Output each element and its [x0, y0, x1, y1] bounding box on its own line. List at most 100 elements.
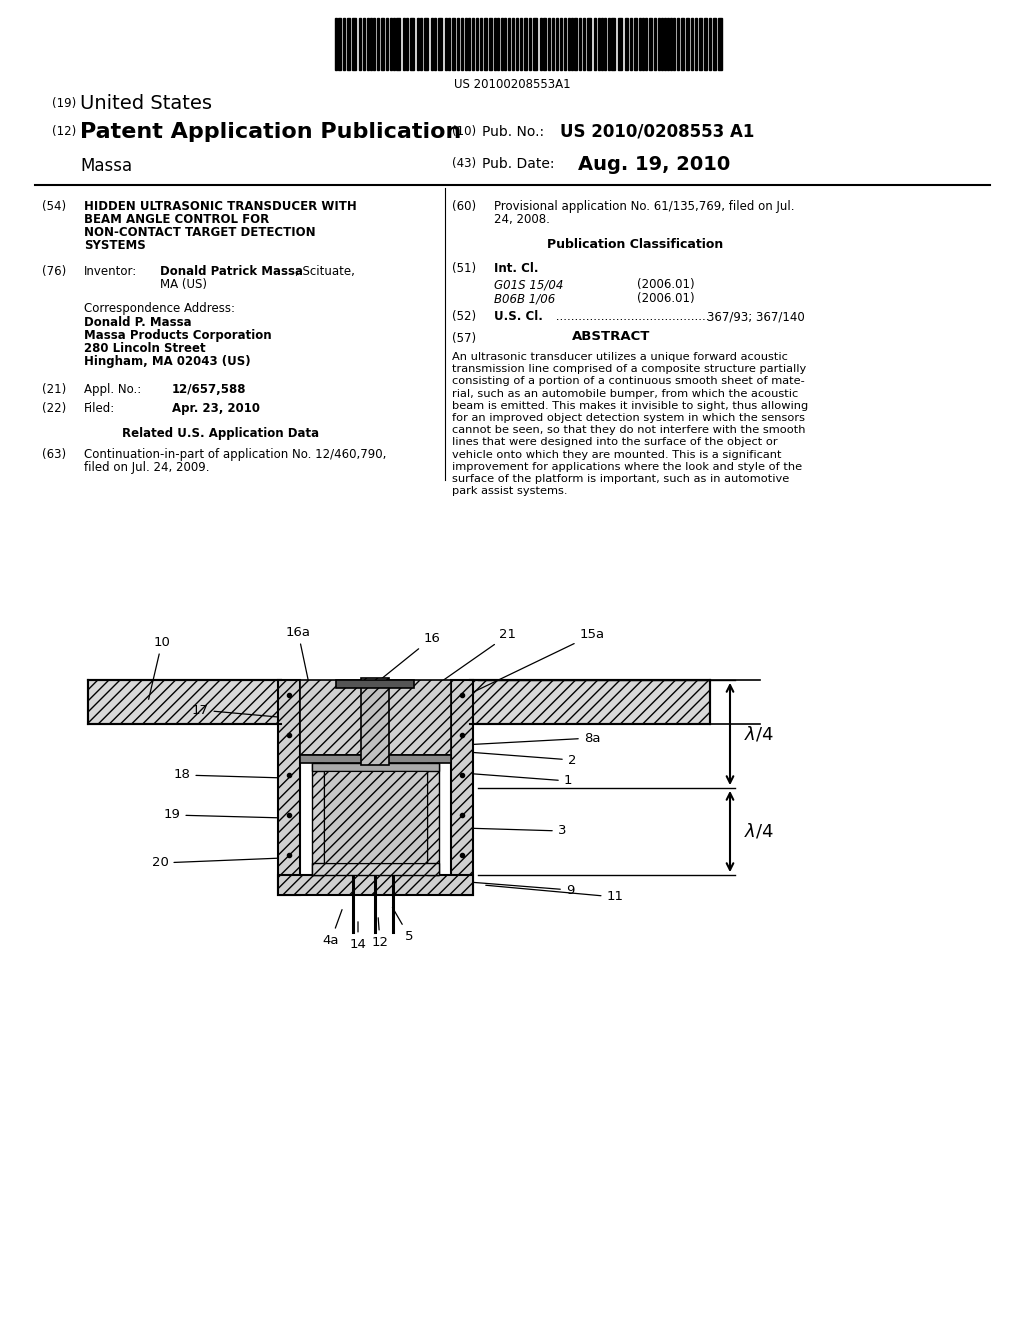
Text: (51): (51): [452, 261, 476, 275]
Bar: [278, 680, 300, 895]
Text: 15a: 15a: [464, 628, 604, 697]
Text: rial, such as an automobile bumper, from which the acoustic: rial, such as an automobile bumper, from…: [452, 388, 799, 399]
Bar: [494, 18, 496, 70]
Text: (2006.01): (2006.01): [637, 292, 694, 305]
Text: consisting of a portion of a continuous smooth sheet of mate-: consisting of a portion of a continuous …: [452, 376, 805, 387]
Bar: [370, 18, 372, 70]
Text: Correspondence Address:: Correspondence Address:: [84, 302, 234, 315]
Bar: [579, 18, 581, 70]
Bar: [604, 18, 606, 70]
Bar: [564, 18, 566, 70]
Bar: [625, 18, 628, 70]
Text: (22): (22): [42, 403, 67, 414]
Text: United States: United States: [80, 94, 212, 114]
Text: 14: 14: [349, 921, 367, 950]
Text: 16a: 16a: [286, 626, 311, 696]
Bar: [568, 18, 569, 70]
Text: An ultrasonic transducer utilizes a unique forward acoustic: An ultrasonic transducer utilizes a uniq…: [452, 352, 787, 362]
Text: (2006.01): (2006.01): [637, 279, 694, 290]
Text: $\lambda$/4: $\lambda$/4: [744, 822, 774, 841]
Text: surface of the platform is important, such as in automotive: surface of the platform is important, su…: [452, 474, 790, 484]
Text: 5: 5: [392, 907, 414, 942]
Text: B06B 1/06: B06B 1/06: [494, 292, 555, 305]
Text: (10): (10): [452, 125, 476, 139]
Bar: [451, 680, 473, 895]
Text: NON-CONTACT TARGET DETECTION: NON-CONTACT TARGET DETECTION: [84, 226, 315, 239]
Bar: [472, 18, 474, 70]
Bar: [449, 18, 450, 70]
Text: 21: 21: [417, 628, 516, 698]
Text: 280 Lincoln Street: 280 Lincoln Street: [84, 342, 206, 355]
Bar: [718, 18, 722, 70]
Text: Donald Patrick Massa: Donald Patrick Massa: [160, 265, 303, 279]
Text: 20: 20: [152, 857, 281, 870]
Bar: [508, 18, 510, 70]
Bar: [476, 18, 478, 70]
Text: MA (US): MA (US): [160, 279, 207, 290]
Bar: [424, 18, 427, 70]
Bar: [381, 18, 384, 70]
Bar: [417, 18, 419, 70]
Bar: [461, 18, 463, 70]
Bar: [362, 18, 365, 70]
Bar: [670, 18, 672, 70]
Bar: [681, 18, 683, 70]
Bar: [598, 18, 599, 70]
Text: 10: 10: [148, 635, 170, 700]
Text: Hingham, MA 02043 (US): Hingham, MA 02043 (US): [84, 355, 251, 368]
Text: Massa Products Corporation: Massa Products Corporation: [84, 329, 271, 342]
Bar: [373, 18, 375, 70]
Text: 9: 9: [445, 880, 574, 896]
Bar: [457, 18, 459, 70]
Text: Publication Classification: Publication Classification: [547, 238, 723, 251]
Text: (21): (21): [42, 383, 67, 396]
Text: Pub. No.:: Pub. No.:: [482, 125, 544, 139]
Bar: [324, 771, 427, 863]
Bar: [634, 18, 637, 70]
Bar: [534, 18, 537, 70]
Bar: [465, 18, 467, 70]
Text: improvement for applications where the look and style of the: improvement for applications where the l…: [452, 462, 802, 471]
Text: (43): (43): [452, 157, 476, 170]
Bar: [649, 18, 651, 70]
Bar: [695, 18, 697, 70]
Bar: [438, 18, 441, 70]
Bar: [664, 18, 666, 70]
Bar: [352, 18, 355, 70]
Bar: [662, 18, 663, 70]
Bar: [520, 18, 522, 70]
Bar: [618, 18, 622, 70]
Bar: [386, 18, 388, 70]
Text: lines that were designed into the surface of the object or: lines that were designed into the surfac…: [452, 437, 777, 447]
Bar: [300, 755, 451, 763]
Text: (19): (19): [52, 96, 76, 110]
Text: (63): (63): [42, 447, 67, 461]
Bar: [377, 18, 379, 70]
Text: vehicle onto which they are mounted. This is a significant: vehicle onto which they are mounted. Thi…: [452, 450, 781, 459]
Bar: [420, 18, 422, 70]
Bar: [88, 680, 281, 723]
Text: 3: 3: [465, 825, 566, 837]
Text: (60): (60): [452, 201, 476, 213]
Bar: [667, 18, 669, 70]
Text: Patent Application Publication: Patent Application Publication: [80, 121, 462, 143]
Bar: [434, 18, 436, 70]
Bar: [501, 18, 503, 70]
Bar: [699, 18, 701, 70]
Text: Related U.S. Application Data: Related U.S. Application Data: [122, 426, 319, 440]
Text: cannot be seen, so that they do not interfere with the smooth: cannot be seen, so that they do not inte…: [452, 425, 806, 436]
Bar: [552, 18, 554, 70]
Text: Donald P. Massa: Donald P. Massa: [84, 315, 191, 329]
Bar: [367, 18, 369, 70]
Text: HIDDEN ULTRASONIC TRANSDUCER WITH: HIDDEN ULTRASONIC TRANSDUCER WITH: [84, 201, 356, 213]
Text: for an improved object detection system in which the sensors: for an improved object detection system …: [452, 413, 805, 422]
Text: 18: 18: [173, 768, 284, 781]
Text: .........................................: ........................................…: [552, 310, 710, 323]
Bar: [312, 763, 439, 771]
Bar: [312, 863, 439, 875]
Bar: [571, 18, 572, 70]
Bar: [524, 18, 526, 70]
Bar: [529, 18, 531, 70]
Bar: [713, 18, 716, 70]
Bar: [677, 18, 679, 70]
